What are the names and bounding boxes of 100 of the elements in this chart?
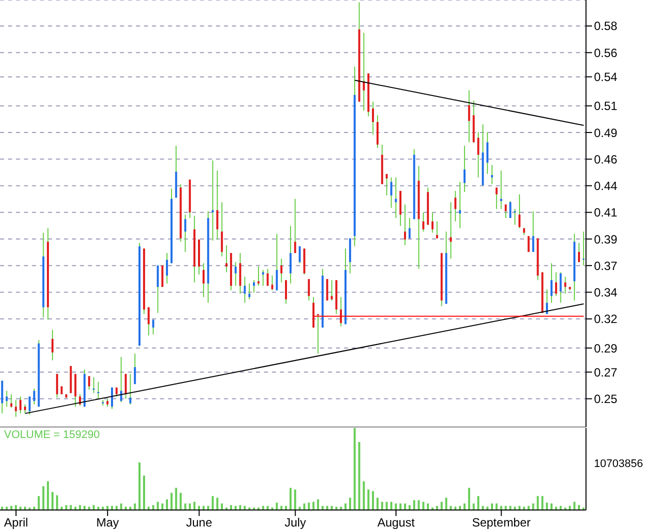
bar bbox=[317, 499, 320, 510]
bar bbox=[426, 503, 429, 510]
bar bbox=[175, 488, 178, 510]
x-tick-label: August bbox=[377, 516, 416, 530]
bar bbox=[472, 503, 475, 510]
bar bbox=[276, 502, 278, 510]
x-tick-label: June bbox=[186, 516, 212, 530]
bar bbox=[46, 481, 49, 510]
bar bbox=[390, 502, 392, 510]
y-tick-label: 0.58 bbox=[594, 19, 618, 34]
bar bbox=[152, 505, 154, 510]
bar bbox=[180, 492, 182, 510]
x-tick-label: September bbox=[472, 516, 531, 530]
bar bbox=[303, 503, 306, 510]
y-tick-label: 0.56 bbox=[594, 46, 618, 60]
bar bbox=[220, 503, 223, 510]
y-tick-label: 0.39 bbox=[594, 232, 618, 246]
bar bbox=[367, 490, 370, 510]
bar bbox=[129, 506, 132, 510]
bar bbox=[381, 502, 384, 510]
bar bbox=[491, 503, 494, 510]
bar bbox=[161, 503, 164, 510]
bar bbox=[216, 498, 218, 510]
bar bbox=[555, 506, 558, 510]
bar bbox=[349, 498, 352, 510]
candlestick bbox=[514, 208, 516, 225]
bar bbox=[188, 503, 191, 510]
bar bbox=[212, 496, 214, 510]
bar bbox=[362, 481, 365, 510]
bar bbox=[19, 506, 22, 510]
bar bbox=[102, 506, 104, 510]
bar bbox=[523, 506, 526, 510]
bar bbox=[408, 505, 411, 510]
candlestick bbox=[450, 202, 452, 259]
y-tick-label: 0.46 bbox=[594, 152, 618, 166]
bar bbox=[532, 503, 534, 510]
bar bbox=[578, 505, 580, 510]
bar bbox=[496, 503, 498, 510]
x-tick-label: May bbox=[96, 516, 119, 530]
bar bbox=[24, 506, 26, 510]
y-tick-label: 0.29 bbox=[594, 341, 618, 356]
bar bbox=[394, 503, 397, 510]
candlestick bbox=[582, 232, 585, 266]
bar bbox=[399, 503, 402, 510]
candlestick bbox=[458, 182, 461, 228]
bar bbox=[418, 500, 420, 510]
bar bbox=[97, 506, 100, 510]
bar bbox=[477, 496, 480, 510]
y-tick-label: 0.41 bbox=[594, 206, 618, 220]
bar bbox=[440, 502, 443, 510]
bar bbox=[65, 505, 68, 510]
y-tick-label: 0.54 bbox=[594, 70, 618, 84]
bar bbox=[344, 503, 347, 510]
bar bbox=[294, 490, 296, 510]
y-tick-label: 0.49 bbox=[594, 126, 618, 140]
bar bbox=[372, 491, 374, 510]
bar bbox=[546, 502, 548, 510]
bar bbox=[536, 496, 539, 510]
bar bbox=[33, 506, 36, 510]
bar bbox=[170, 492, 173, 510]
bar bbox=[445, 498, 448, 510]
bar bbox=[230, 505, 232, 510]
bar bbox=[468, 488, 470, 510]
bar bbox=[541, 496, 544, 510]
bar bbox=[312, 502, 314, 510]
chart-title: VOLUME = 159290 bbox=[4, 429, 100, 441]
bar bbox=[60, 506, 63, 510]
bar bbox=[358, 442, 360, 510]
bar bbox=[386, 502, 388, 510]
bar bbox=[124, 506, 127, 510]
bar bbox=[74, 506, 76, 510]
bar bbox=[290, 488, 292, 510]
bar bbox=[78, 505, 81, 510]
y-tick-label: 0.37 bbox=[594, 258, 618, 273]
text: 10703856 bbox=[594, 458, 643, 470]
y-tick-label: 0.25 bbox=[594, 392, 618, 406]
bar bbox=[6, 506, 8, 510]
bar bbox=[464, 503, 466, 510]
bar bbox=[340, 506, 342, 510]
bar bbox=[550, 503, 553, 510]
bar bbox=[239, 505, 242, 510]
bar bbox=[56, 495, 58, 510]
bar bbox=[148, 506, 150, 510]
bar bbox=[308, 502, 310, 510]
bar bbox=[454, 506, 456, 510]
bar bbox=[138, 462, 140, 510]
y-tick-label: 0.51 bbox=[594, 99, 618, 114]
bar bbox=[335, 506, 338, 510]
x-tick-label: April bbox=[4, 516, 28, 530]
x-tick-label: July bbox=[284, 516, 306, 530]
bar bbox=[143, 476, 146, 510]
y-tick-label: 0.44 bbox=[594, 178, 618, 193]
bar bbox=[298, 506, 301, 510]
bar bbox=[486, 506, 488, 510]
bar bbox=[376, 498, 379, 510]
candlestick bbox=[212, 160, 214, 241]
bar bbox=[404, 503, 406, 510]
bar bbox=[354, 428, 356, 510]
bar bbox=[184, 503, 186, 510]
bar bbox=[166, 499, 168, 510]
